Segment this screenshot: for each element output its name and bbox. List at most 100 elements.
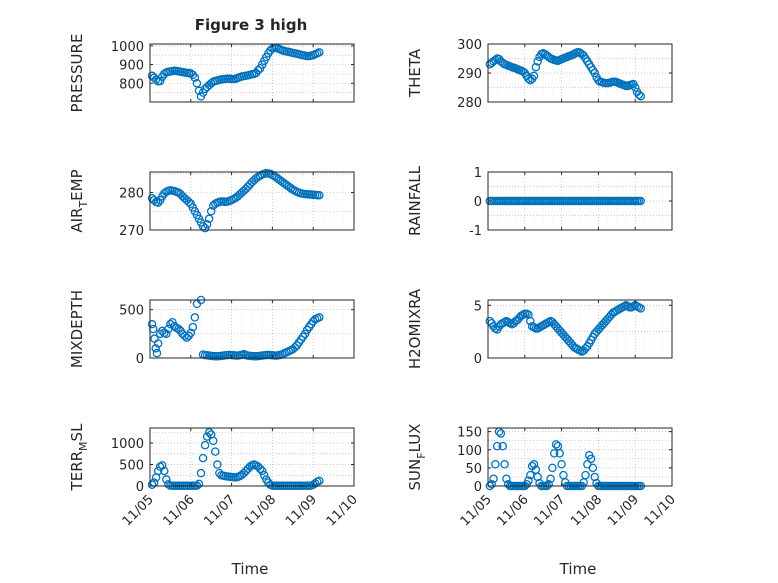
data-point [196, 468, 206, 478]
data-point [524, 476, 533, 485]
data-point [162, 475, 171, 484]
data-point [259, 471, 269, 480]
data-point [211, 447, 220, 456]
data-point [253, 65, 263, 75]
data-point [174, 324, 183, 334]
data-point [245, 462, 255, 471]
data-point [147, 319, 157, 329]
data-point [190, 73, 200, 82]
y-tick-label: 0 [474, 352, 482, 367]
data-point [630, 83, 640, 92]
y-tick-label: 270 [119, 224, 144, 239]
x-tick-label: 11/05 [120, 492, 157, 529]
y-tick-label: 0 [136, 352, 144, 367]
data-point [208, 436, 218, 446]
x-tick-label: 11/06 [161, 492, 198, 529]
axes-box [487, 427, 673, 487]
x-tick-label: 11/10 [642, 492, 679, 529]
data-point [590, 68, 599, 78]
data-point [202, 432, 212, 441]
y-axis-label: TERRMSL [68, 423, 90, 492]
y-tick-label: 900 [119, 59, 144, 74]
data-point [586, 454, 596, 464]
data-point [204, 428, 214, 437]
data-point [489, 474, 498, 483]
x-axis-label: Time [559, 560, 597, 578]
data-point [198, 453, 208, 463]
data-point [588, 463, 598, 473]
data-point [636, 304, 645, 313]
data-point [188, 322, 198, 332]
y-tick-label: 500 [119, 459, 144, 474]
subplot-rainfall: -1 0 1 RAINFALL [406, 165, 673, 239]
data-point [533, 57, 542, 66]
data-point [153, 339, 163, 348]
axes-box [149, 299, 355, 359]
data-point [213, 460, 222, 469]
data-point [548, 463, 557, 473]
data-point [315, 313, 324, 322]
x-tick-label: 11/05 [458, 492, 495, 529]
y-tick-label: 300 [457, 38, 482, 53]
data-point [162, 329, 171, 339]
data-point [526, 316, 535, 326]
axes-box [149, 427, 355, 487]
y-tick-label: 290 [457, 67, 482, 82]
axes-box [149, 43, 355, 103]
y-tick-label: 150 [457, 426, 482, 441]
x-tick-label: 11/08 [568, 492, 605, 529]
x-tick-label: 11/07 [531, 492, 568, 529]
y-tick-label: 280 [457, 96, 482, 111]
data-point [546, 474, 555, 483]
data-point [155, 76, 165, 86]
data-point [192, 79, 202, 88]
data-point [157, 461, 167, 470]
subplot-air-temp: 270 280 AIRTEMP [68, 168, 355, 239]
data-point [491, 459, 500, 469]
data-point [315, 190, 324, 200]
data-point [636, 91, 645, 101]
subplot-sun-flux: 0 50 100 150 SUNFLUX 11/05 11/06 11/07 11/08 11/0… [406, 424, 679, 578]
data-point [190, 313, 200, 322]
subplot-mixdepth: 0 500 MIXDEPTH [68, 290, 355, 368]
subplot-pressure: 800 900 1000 PRESSURE [68, 34, 355, 113]
data-point [152, 348, 162, 358]
data-point [544, 479, 553, 489]
y-axis-label: RAINFALL [406, 165, 424, 236]
data-point [184, 197, 194, 207]
y-axis-label: PRESSURE [68, 34, 86, 113]
data-point [182, 333, 191, 342]
data-point [634, 90, 644, 100]
data-point [315, 48, 324, 57]
axes-box [149, 171, 355, 231]
y-tick-label: 0 [474, 480, 482, 495]
y-tick-label: 0 [474, 195, 482, 210]
axes-background [150, 428, 354, 486]
x-tick-label: 11/08 [242, 492, 279, 529]
y-axis-label: SUNFLUX [406, 424, 428, 491]
y-axis-label: H2OMIXRA [406, 288, 424, 369]
data-point [529, 459, 539, 469]
data-point [551, 440, 561, 449]
y-axis-label: AIRTEMP [68, 169, 90, 232]
axes-box [487, 299, 673, 359]
y-axis-label: MIXDEPTH [68, 290, 86, 368]
y-tick-label: 100 [457, 444, 482, 459]
y-tick-label: 1000 [111, 40, 144, 55]
y-tick-label: 50 [465, 462, 482, 477]
data-point [557, 459, 566, 469]
data-point [186, 328, 196, 338]
data-point [315, 476, 324, 486]
data-point [491, 55, 500, 65]
data-point [166, 319, 175, 329]
data-point [492, 441, 502, 451]
x-tick-label: 11/10 [324, 492, 361, 529]
data-point [202, 220, 212, 229]
data-point [206, 207, 216, 216]
data-point [204, 214, 214, 224]
data-point [147, 480, 157, 489]
x-axis-label: Time [231, 560, 269, 578]
data-point [529, 71, 539, 81]
data-point [153, 466, 163, 476]
